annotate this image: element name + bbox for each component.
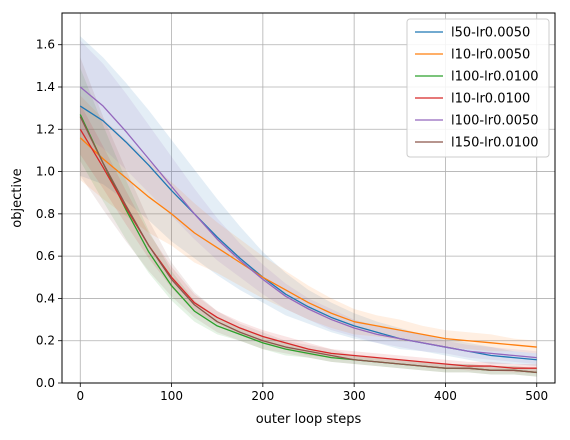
x-tick-label: 300 <box>343 389 366 403</box>
y-axis-label: objective <box>10 168 25 227</box>
y-tick-label: 1.4 <box>36 80 55 94</box>
y-tick-label: 0.6 <box>36 249 55 263</box>
series-lines <box>79 86 537 374</box>
legend-label: l100-lr0.0100 <box>451 70 539 85</box>
legend-label: l150-lr0.0100 <box>451 136 539 151</box>
y-tick-label: 1.0 <box>36 165 55 179</box>
series-band <box>80 95 537 354</box>
series-line <box>79 137 537 348</box>
x-tick-label: 500 <box>525 389 548 403</box>
y-tick-label: 0.0 <box>36 376 55 390</box>
x-tick-label: 0 <box>76 389 84 403</box>
y-tick-label: 0.8 <box>36 207 55 221</box>
legend-label: l50-lr0.0050 <box>451 26 530 41</box>
series-band <box>80 36 537 367</box>
y-tick-label: 1.6 <box>36 38 55 52</box>
y-tick-label: 0.2 <box>36 334 55 348</box>
axis-ticks: 0 100 200 300 400 500 0.0 0.2 0.4 0.6 0.8 1.0 1.2 1.4… <box>36 38 548 403</box>
series-band <box>80 40 537 364</box>
legend: l50-lr0.0050 l10-lr0.0050 l100-lr0.0100 l10… <box>406 18 550 158</box>
y-tick-label: 1.2 <box>36 122 55 136</box>
y-tick-label: 0.4 <box>36 291 55 305</box>
legend-label: l10-lr0.0050 <box>451 48 530 63</box>
series-line <box>79 116 537 374</box>
series-band <box>80 57 537 377</box>
legend-label: l100-lr0.0050 <box>451 114 539 129</box>
plot-frame <box>61 12 556 384</box>
series-line <box>79 86 537 359</box>
x-axis-label: outer loop steps <box>256 412 362 427</box>
x-tick-label: 100 <box>160 389 183 403</box>
x-tick-label: 200 <box>251 389 274 403</box>
x-tick-label: 400 <box>434 389 457 403</box>
legend-label: l10-lr0.0100 <box>451 92 530 107</box>
